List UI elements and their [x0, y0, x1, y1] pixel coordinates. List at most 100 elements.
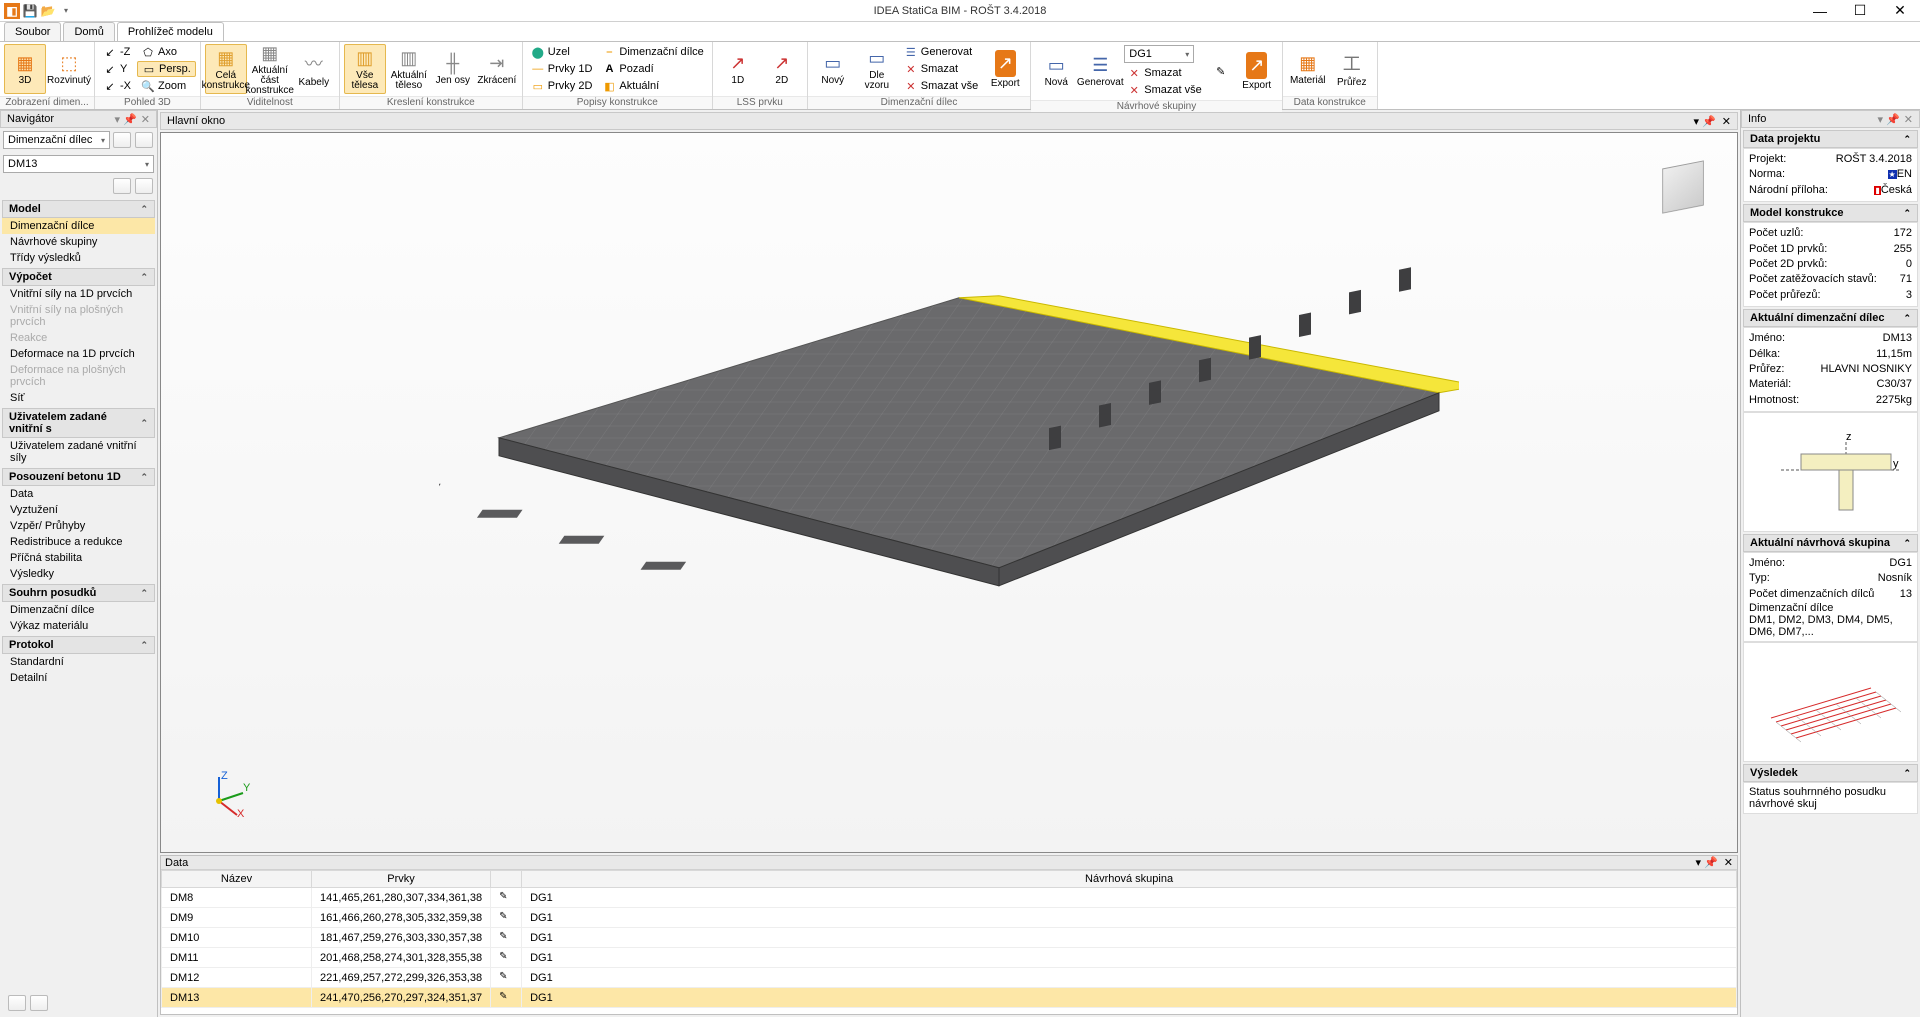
- folder-icon[interactable]: 📂: [40, 3, 56, 19]
- item-navrh-skupiny[interactable]: Návrhové skupiny: [2, 234, 155, 250]
- view-close-icon[interactable]: ✕: [1722, 115, 1731, 128]
- table-row[interactable]: DM12221,469,257,272,299,326,353,38✎DG1: [162, 968, 1737, 988]
- btn-prvky1d[interactable]: —Prvky 1D: [527, 61, 597, 77]
- data-grid[interactable]: Název Prvky Návrhová skupina DM8141,465,…: [161, 870, 1737, 1014]
- btn-rozvinuty[interactable]: ⬚Rozvinutý: [48, 44, 90, 94]
- data-close-icon[interactable]: ✕: [1724, 856, 1733, 869]
- item-deform-1d[interactable]: Deformace na 1D prvcích: [2, 346, 155, 362]
- item-vysledky[interactable]: Výsledky: [2, 566, 155, 582]
- save-icon[interactable]: 💾: [22, 3, 38, 19]
- btn-edit[interactable]: ✎: [1210, 65, 1232, 78]
- dropdown-icon[interactable]: ▾: [58, 3, 74, 19]
- col-edit[interactable]: [491, 871, 522, 888]
- btn-2d[interactable]: ↗2D: [761, 44, 803, 94]
- tab-prohlizec[interactable]: Prohlížeč modelu: [117, 22, 224, 41]
- table-row[interactable]: DM9161,466,260,278,305,332,359,38✎DG1: [162, 908, 1737, 928]
- col-prvky[interactable]: Prvky: [312, 871, 491, 888]
- item-redist[interactable]: Redistribuce a redukce: [2, 534, 155, 550]
- info-close-icon[interactable]: ✕: [1904, 113, 1913, 126]
- combo-dimenz[interactable]: Dimenzační dílec▾: [3, 131, 110, 149]
- item-tridy[interactable]: Třídy výsledků: [2, 250, 155, 266]
- nav-bot-btn2[interactable]: [30, 995, 48, 1011]
- btn-smazat2[interactable]: ✕Smazat: [1123, 65, 1205, 81]
- btn-aktualni-cast[interactable]: ▦Aktuální část konstrukce: [249, 44, 291, 94]
- btn-export2[interactable]: ↗Export: [1236, 46, 1278, 96]
- table-row[interactable]: DM13241,470,256,270,297,324,351,37✎DG1: [162, 988, 1737, 1008]
- btn-z[interactable]: ↙-Z: [99, 44, 135, 60]
- sect-souhrn[interactable]: Souhrn posudků⌃: [2, 584, 155, 602]
- sect-model-konstrukce[interactable]: Model konstrukce⌃: [1743, 204, 1918, 222]
- sect-posouzeni[interactable]: Posouzení betonu 1D⌃: [2, 468, 155, 486]
- table-row[interactable]: DM10181,467,259,276,303,330,357,38✎DG1: [162, 928, 1737, 948]
- nav-btn1[interactable]: [113, 132, 131, 148]
- item-sit[interactable]: Síť: [2, 390, 155, 406]
- btn-novy[interactable]: ▭Nový: [812, 44, 854, 94]
- item-pricna[interactable]: Příčná stabilita: [2, 550, 155, 566]
- btn-material[interactable]: ▦Materiál: [1287, 44, 1329, 94]
- item-vzper[interactable]: Vzpěr/ Průhyby: [2, 518, 155, 534]
- table-row[interactable]: DM11201,468,258,274,301,328,355,38✎DG1: [162, 948, 1737, 968]
- col-skupina[interactable]: Návrhová skupina: [522, 871, 1737, 888]
- view-cube[interactable]: [1662, 160, 1704, 213]
- btn-persp[interactable]: ▭Persp.: [137, 61, 196, 77]
- item-dimenz-dilce[interactable]: Dimenzační dílce: [2, 218, 155, 234]
- btn-dimenz[interactable]: ⎯Dimenzační dílce: [598, 44, 707, 60]
- combo-dm[interactable]: DM13▾: [3, 155, 154, 173]
- btn-prvky2d[interactable]: ▭Prvky 2D: [527, 78, 597, 94]
- viewport-3d[interactable]: Z Y X: [160, 132, 1738, 853]
- tab-domu[interactable]: Domů: [63, 22, 114, 41]
- btn-zkraceni[interactable]: ⇥Zkrácení: [476, 44, 518, 94]
- nav-bot-btn1[interactable]: [8, 995, 26, 1011]
- btn-kabely[interactable]: 〰Kabely: [293, 44, 335, 94]
- pin-icon[interactable]: ▾ 📌: [115, 113, 137, 126]
- btn-prurez[interactable]: 工Průřez: [1331, 44, 1373, 94]
- minimize-button[interactable]: —: [1800, 0, 1840, 22]
- btn-3d[interactable]: ▦3D: [4, 44, 46, 94]
- item-data[interactable]: Data: [2, 486, 155, 502]
- sect-vypocet[interactable]: Výpočet⌃: [2, 268, 155, 286]
- item-vykaz[interactable]: Výkaz materiálu: [2, 618, 155, 634]
- nav-btn3[interactable]: [113, 178, 131, 194]
- btn-generovat2[interactable]: ☰Generovat: [1079, 46, 1121, 96]
- info-pin-icon[interactable]: ▾ 📌: [1878, 113, 1900, 126]
- tab-soubor[interactable]: Soubor: [4, 22, 61, 41]
- btn-aktualni[interactable]: ◧Aktuální: [598, 78, 707, 94]
- btn-smazat-vse[interactable]: ✕Smazat vše: [900, 78, 982, 94]
- btn-dle-vzoru[interactable]: ▭Dle vzoru: [856, 44, 898, 94]
- btn-smazat-vse2[interactable]: ✕Smazat vše: [1123, 82, 1205, 98]
- item-standard[interactable]: Standardní: [2, 654, 155, 670]
- btn-export1[interactable]: ↗Export: [984, 44, 1026, 94]
- nav-btn2[interactable]: [135, 132, 153, 148]
- btn-uzel[interactable]: ⬤Uzel: [527, 44, 597, 60]
- sect-akt-skupina[interactable]: Aktuální návrhová skupina⌃: [1743, 534, 1918, 552]
- btn-akt-teleso[interactable]: ▥Aktuální těleso: [388, 44, 430, 94]
- sect-protokol[interactable]: Protokol⌃: [2, 636, 155, 654]
- btn-cela[interactable]: ▦Celá konstrukce: [205, 44, 247, 94]
- btn-smazat[interactable]: ✕Smazat: [900, 61, 982, 77]
- btn-vse-telesa[interactable]: ▥Vše tělesa: [344, 44, 386, 94]
- data-pin-icon[interactable]: ▾ 📌: [1696, 856, 1718, 869]
- btn-nova[interactable]: ▭Nová: [1035, 46, 1077, 96]
- btn-generovat[interactable]: ☰Generovat: [900, 44, 982, 60]
- close-icon[interactable]: ✕: [141, 113, 150, 126]
- combo-dg[interactable]: DG1▾: [1124, 45, 1194, 63]
- item-detailni[interactable]: Detailní: [2, 670, 155, 686]
- view-menu-icon[interactable]: ▾ 📌: [1694, 115, 1716, 128]
- item-dim-dilce2[interactable]: Dimenzační dílce: [2, 602, 155, 618]
- item-vnitrni-1d[interactable]: Vnitřní síly na 1D prvcích: [2, 286, 155, 302]
- app-icon[interactable]: ◧: [4, 3, 20, 19]
- btn-1d[interactable]: ↗1D: [717, 44, 759, 94]
- sect-model[interactable]: Model⌃: [2, 200, 155, 218]
- btn-zoom[interactable]: 🔍Zoom: [137, 78, 196, 94]
- maximize-button[interactable]: ☐: [1840, 0, 1880, 22]
- nav-btn4[interactable]: [135, 178, 153, 194]
- col-nazev[interactable]: Název: [162, 871, 312, 888]
- sect-akt-dilec[interactable]: Aktuální dimenzační dílec⌃: [1743, 309, 1918, 327]
- sect-data-projektu[interactable]: Data projektu⌃: [1743, 130, 1918, 148]
- item-uziv-sily[interactable]: Uživatelem zadané vnitřní síly: [2, 438, 155, 466]
- btn-y[interactable]: ↙Y: [99, 61, 135, 77]
- btn-axo[interactable]: ⬠Axo: [137, 44, 196, 60]
- sect-uziv[interactable]: Uživatelem zadané vnitřní s⌃: [2, 408, 155, 438]
- btn-pozadi[interactable]: APozadí: [598, 61, 707, 77]
- btn-jen-osy[interactable]: ╫Jen osy: [432, 44, 474, 94]
